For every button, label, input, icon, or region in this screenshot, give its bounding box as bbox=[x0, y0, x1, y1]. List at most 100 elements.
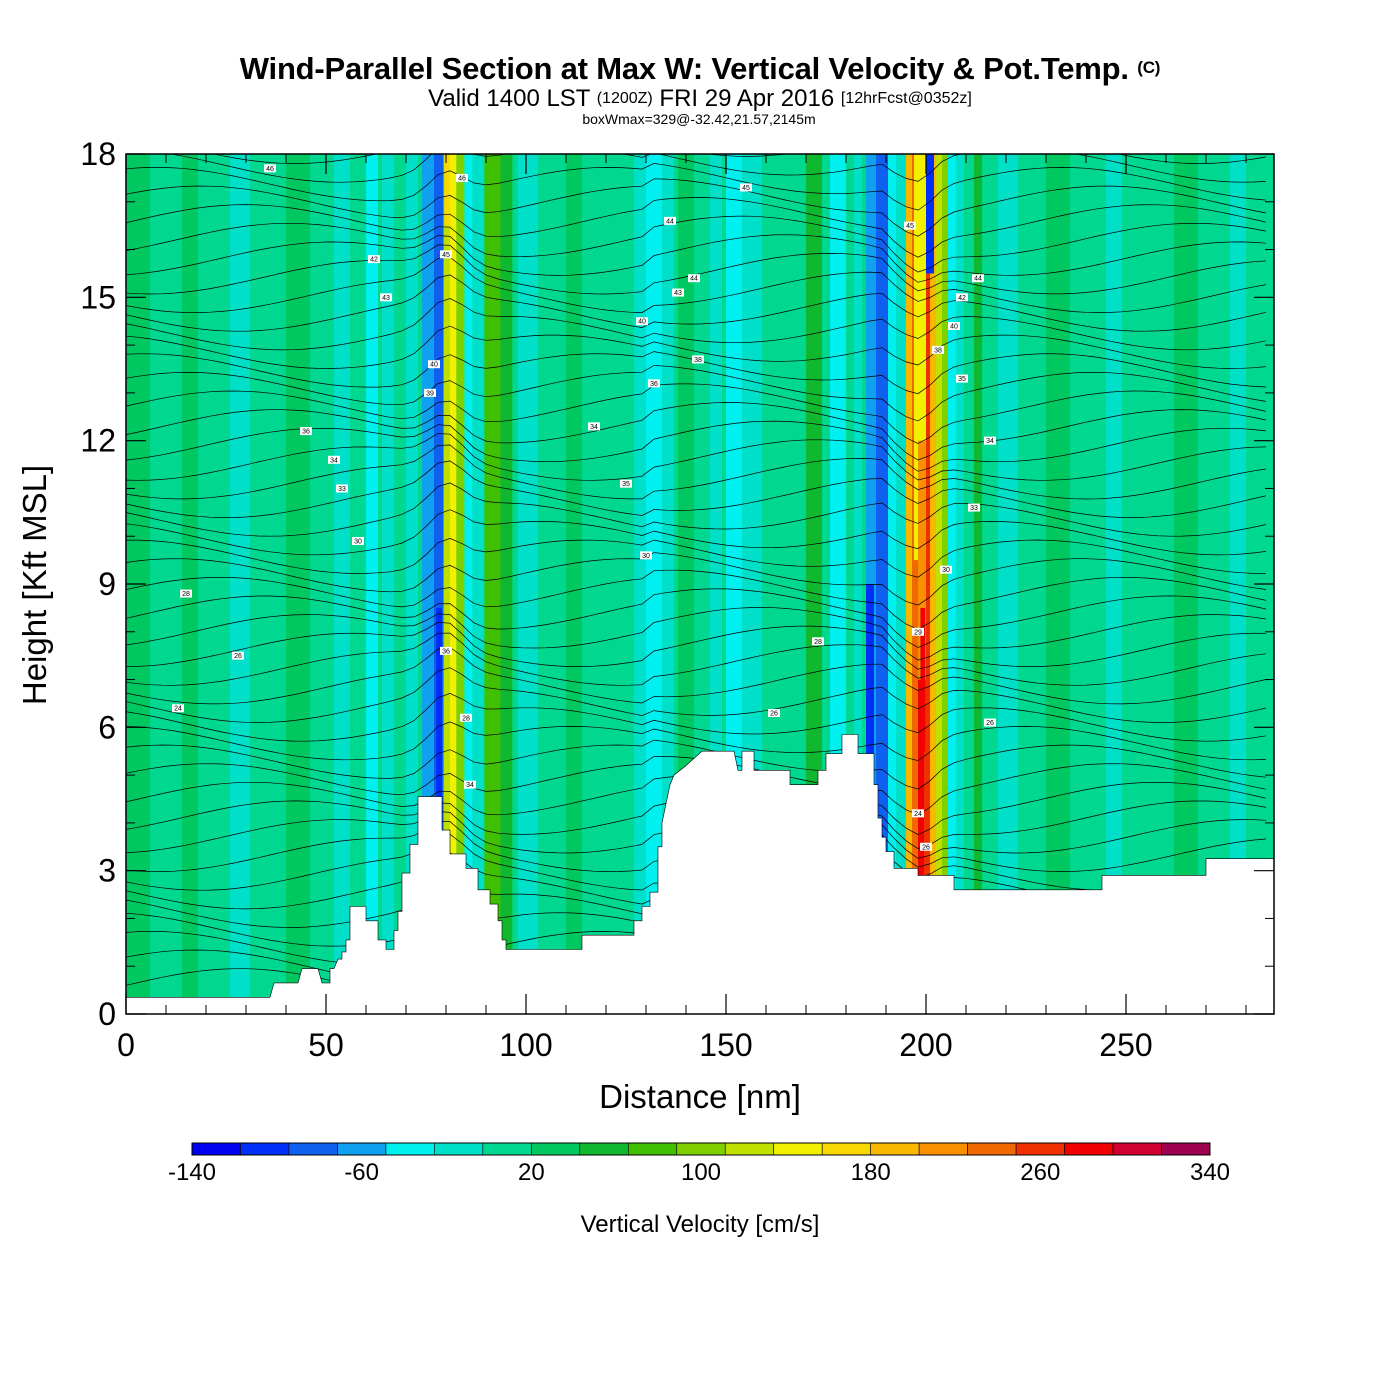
contour-label-box bbox=[456, 173, 468, 182]
contour-label-text: 36 bbox=[442, 648, 450, 655]
colorbar-swatch bbox=[870, 1142, 920, 1156]
contour-label: 35 bbox=[620, 479, 632, 488]
colorbar-swatch bbox=[1064, 1142, 1114, 1156]
contour-label-text: 38 bbox=[694, 357, 702, 364]
contour-label-text: 36 bbox=[302, 429, 310, 436]
contour-label-box bbox=[380, 293, 392, 302]
velocity-band bbox=[472, 154, 485, 1014]
contour-label-box bbox=[672, 288, 684, 297]
contour-label: 46 bbox=[264, 164, 276, 173]
contour-label: 45 bbox=[740, 183, 752, 192]
y-tick-label: 12 bbox=[80, 423, 116, 459]
colorbar-swatch bbox=[676, 1142, 726, 1156]
contour-label-text: 30 bbox=[354, 539, 362, 546]
contour-label-text: 29 bbox=[914, 629, 922, 636]
contour-label: 26 bbox=[768, 709, 780, 718]
contour-label-box bbox=[904, 221, 916, 230]
colorbar-swatch bbox=[1015, 1142, 1065, 1156]
colorbar-swatch bbox=[724, 1142, 775, 1156]
velocity-band bbox=[930, 154, 936, 1014]
contour-label-text: 45 bbox=[442, 252, 450, 259]
contour-label: 35 bbox=[956, 374, 968, 383]
contour-label: 38 bbox=[932, 345, 944, 354]
theta-contour bbox=[126, 163, 1267, 211]
contour-label: 39 bbox=[424, 388, 436, 397]
velocity-band bbox=[484, 154, 501, 1014]
contour-label: 26 bbox=[984, 718, 996, 727]
velocity-band bbox=[366, 154, 378, 1014]
velocity-band bbox=[1174, 154, 1198, 1014]
contour-label: 45 bbox=[440, 250, 452, 259]
velocity-band bbox=[1106, 154, 1122, 1014]
colorbar-swatch bbox=[627, 1142, 678, 1156]
contour-label: 34 bbox=[328, 455, 340, 464]
theta-contour bbox=[126, 197, 1267, 258]
theta-contour bbox=[126, 622, 1267, 670]
y-tick-label: 0 bbox=[98, 996, 116, 1032]
contour-label-text: 40 bbox=[950, 324, 958, 331]
x-tick-label: 200 bbox=[899, 1027, 952, 1063]
contour-label-text: 39 bbox=[426, 390, 434, 397]
contour-label-box bbox=[300, 427, 312, 436]
theta-contour bbox=[126, 509, 1267, 556]
colorbar-swatch bbox=[531, 1142, 581, 1156]
contour-label-box bbox=[620, 479, 632, 488]
colorbar-swatch bbox=[191, 1142, 241, 1156]
valid-time: Valid 1400 LST bbox=[428, 85, 591, 112]
contour-label-text: 28 bbox=[182, 591, 190, 598]
contour-label: 44 bbox=[664, 216, 676, 225]
contour-label-box bbox=[336, 484, 348, 493]
contour-label: 28 bbox=[180, 589, 192, 598]
x-tick-label: 150 bbox=[699, 1027, 752, 1063]
contour-label: 42 bbox=[956, 293, 968, 302]
theta-contour bbox=[168, 154, 1267, 183]
colorbar-swatch bbox=[337, 1142, 387, 1156]
colorbar-swatch bbox=[1161, 1142, 1211, 1156]
contour-label-text: 26 bbox=[986, 720, 994, 727]
contour-label-text: 40 bbox=[430, 362, 438, 369]
theta-contour bbox=[126, 647, 1267, 705]
valid-date: FRI 29 Apr 2016 bbox=[659, 85, 835, 112]
contour-label: 24 bbox=[912, 809, 924, 818]
x-tick-label: 50 bbox=[308, 1027, 344, 1063]
chart-title-text: Wind-Parallel Section at Max W: Vertical… bbox=[239, 51, 1129, 86]
velocity-band bbox=[912, 154, 918, 1014]
velocity-core bbox=[436, 607, 442, 847]
velocity-core bbox=[444, 154, 450, 226]
contour-label-text: 44 bbox=[666, 218, 674, 225]
contour-label-box bbox=[768, 709, 780, 717]
velocity-band bbox=[443, 154, 450, 1014]
valid-zulu: (1200Z) bbox=[596, 90, 653, 107]
velocity-band bbox=[450, 154, 457, 1014]
contour-label: 30 bbox=[640, 551, 652, 560]
colorbar-tick-label: 180 bbox=[851, 1159, 891, 1186]
contour-label-text: 35 bbox=[958, 376, 966, 383]
colorbar-swatch bbox=[967, 1142, 1017, 1156]
velocity-band bbox=[518, 154, 538, 1014]
contour-label-box bbox=[588, 422, 600, 431]
contour-label-box bbox=[180, 589, 192, 598]
velocity-core bbox=[920, 607, 926, 752]
velocity-band bbox=[566, 154, 582, 1014]
contour-label-box bbox=[956, 293, 968, 302]
colorbar-tick-label: 100 bbox=[681, 1159, 721, 1186]
chart-title: Wind-Parallel Section at Max W: Vertical… bbox=[0, 50, 1400, 87]
contour-label: 28 bbox=[460, 713, 472, 722]
theta-contour bbox=[126, 365, 1267, 422]
contour-label-text: 46 bbox=[458, 175, 466, 182]
contour-label-text: 45 bbox=[906, 223, 914, 230]
contour-label-text: 43 bbox=[382, 295, 390, 302]
contour-label-box bbox=[984, 718, 996, 727]
y-tick-label: 18 bbox=[80, 136, 116, 172]
contour-label-box bbox=[948, 322, 960, 330]
contour-label-box bbox=[688, 274, 700, 283]
contour-label: 38 bbox=[692, 355, 704, 364]
contour-label-box bbox=[692, 355, 704, 364]
contour-label: 46 bbox=[456, 173, 468, 182]
x-tick-label: 0 bbox=[117, 1027, 135, 1063]
contour-label-text: 43 bbox=[674, 290, 682, 297]
velocity-band bbox=[500, 154, 513, 1014]
contour-label: 36 bbox=[300, 427, 312, 436]
contour-label: 36 bbox=[440, 646, 452, 655]
contour-label-box bbox=[972, 274, 984, 283]
